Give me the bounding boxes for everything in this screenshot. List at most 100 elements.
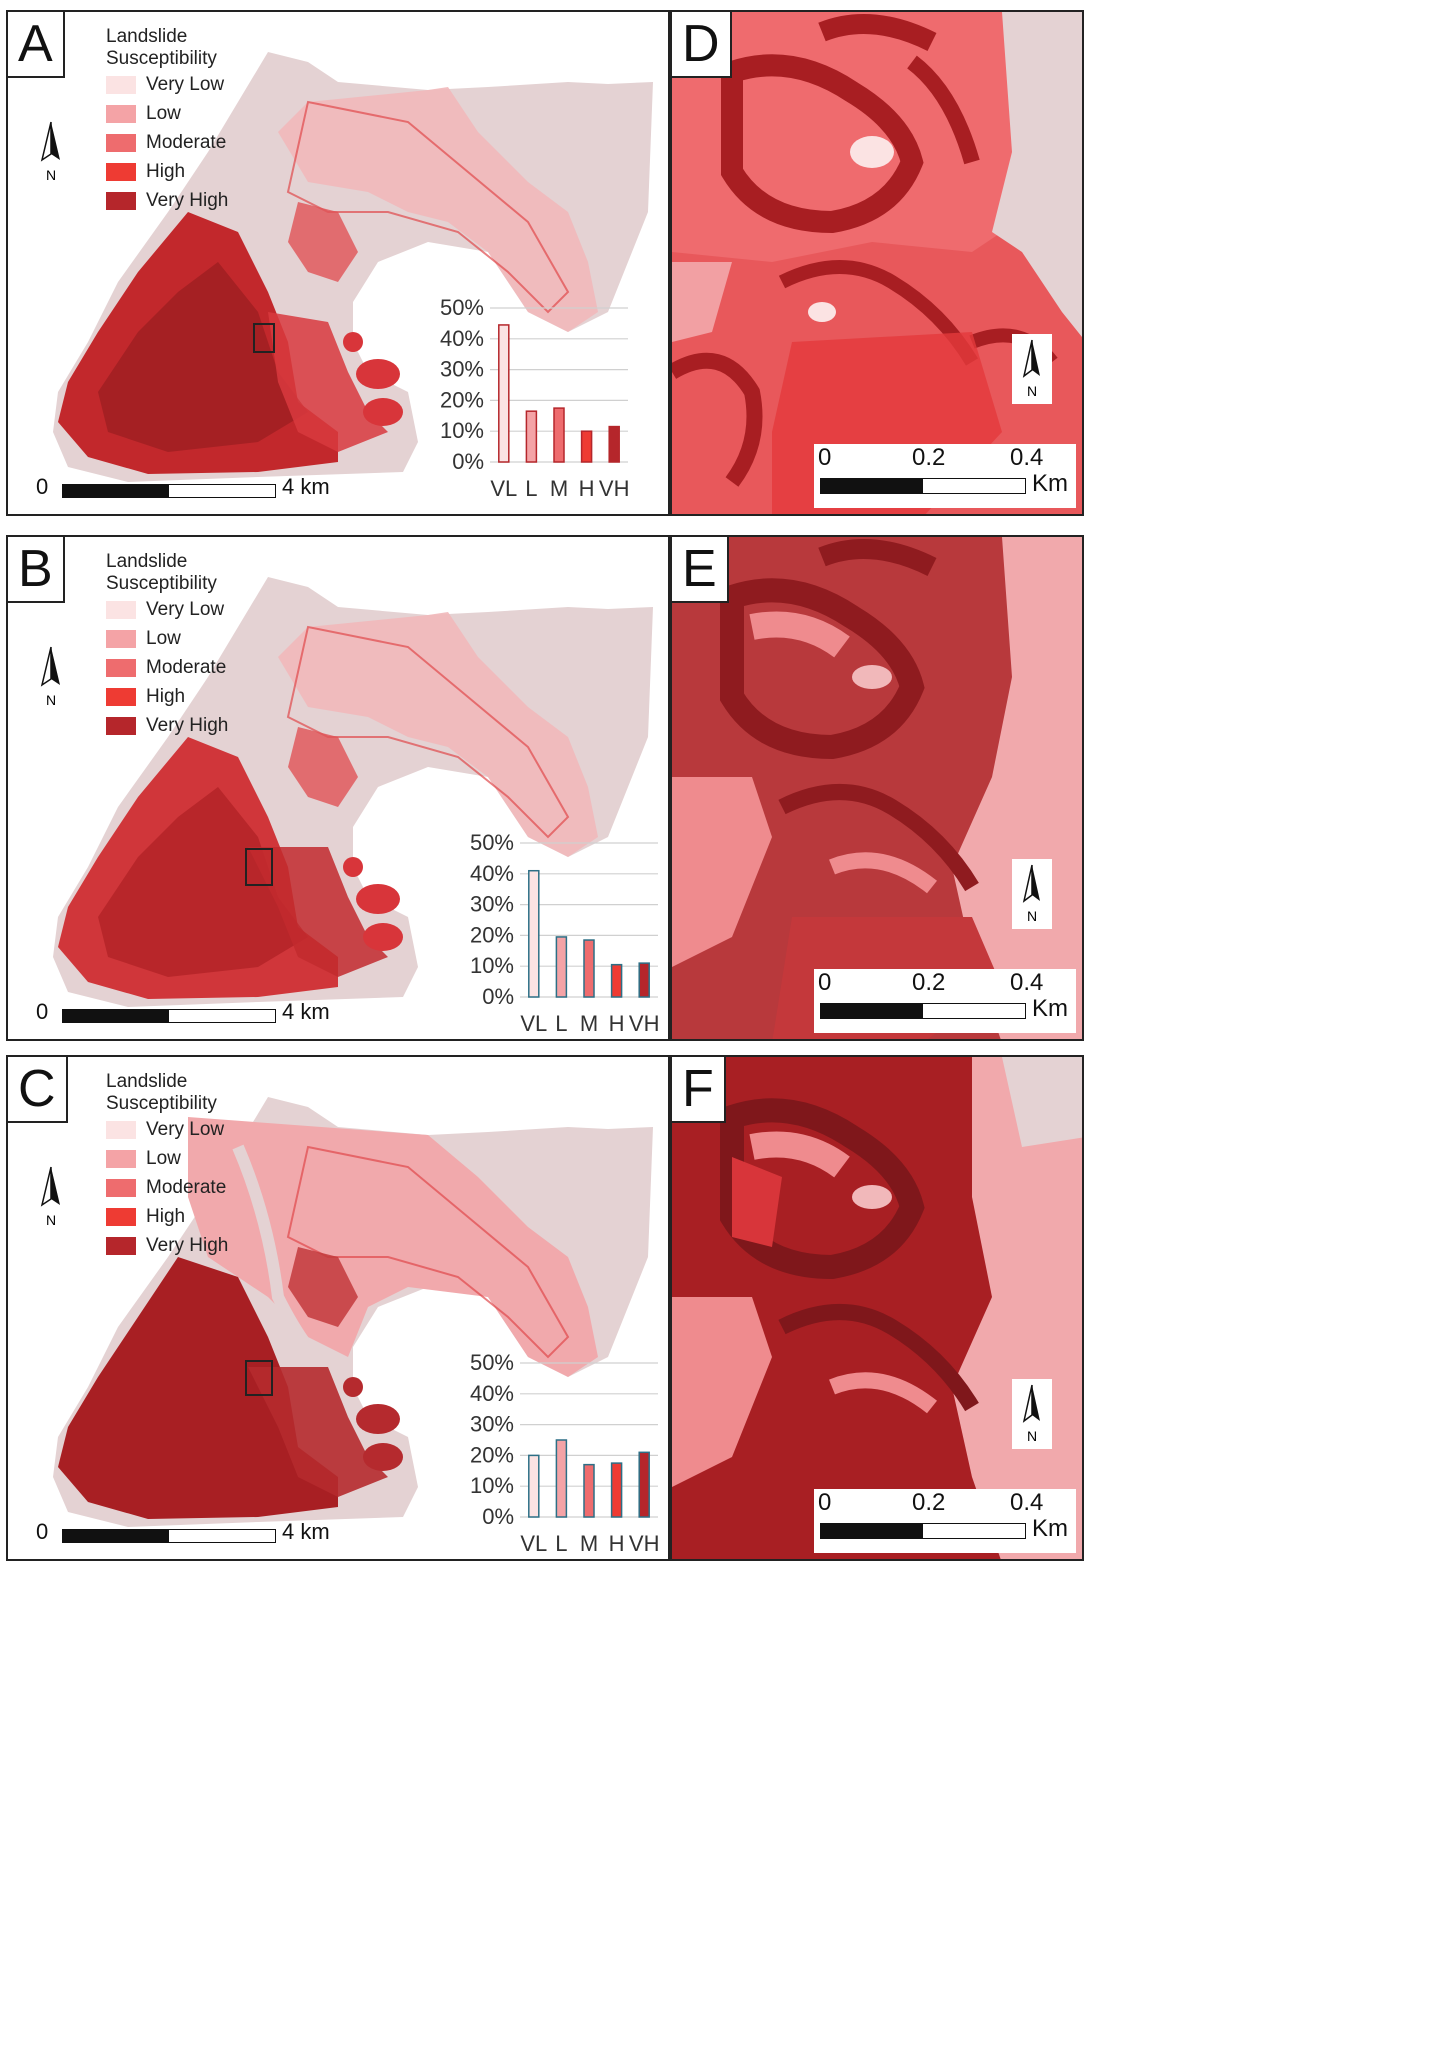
bar-m — [553, 407, 565, 463]
x-tick-label: VL — [520, 1531, 547, 1556]
y-tick-label: 40% — [470, 861, 514, 886]
legend-item-low: Low — [106, 624, 228, 653]
legend-item-low: Low — [106, 99, 228, 128]
y-tick-label: 30% — [470, 1412, 514, 1437]
bar-h — [610, 1462, 623, 1518]
svg-text:N: N — [1027, 1428, 1037, 1444]
panel-letter: E — [672, 537, 729, 603]
bar-vh — [638, 1451, 650, 1518]
y-tick-label: 40% — [470, 1381, 514, 1406]
zoom-panel-e: E N 0 0.2 0.4 Km — [670, 535, 1084, 1041]
bar-vl — [528, 1454, 540, 1518]
map-panel-a: A Landslide Susceptibility Very Low Low … — [6, 10, 670, 516]
y-tick-label: 50% — [470, 1350, 514, 1375]
legend-item-very-high: Very High — [106, 711, 228, 740]
y-tick-label: 0% — [452, 449, 484, 474]
susceptibility-map-c — [53, 1097, 653, 1527]
panel-letter: C — [8, 1057, 68, 1123]
y-tick-label: 10% — [440, 418, 484, 443]
y-tick-label: 50% — [470, 830, 514, 855]
legend-item-moderate: Moderate — [106, 1173, 228, 1202]
legend-item-high: High — [106, 682, 228, 711]
zoom-scale-bar: 0 0.2 0.4 Km — [814, 969, 1076, 1033]
bar-vl — [528, 869, 540, 998]
bar-m — [583, 1463, 595, 1518]
legend-item-very-low: Very Low — [106, 595, 228, 624]
bar-l — [555, 936, 568, 998]
zoom-map-e — [672, 537, 1082, 1039]
svg-text:N: N — [1027, 383, 1037, 399]
zoom-scale-bar: 0 0.2 0.4 Km — [814, 1489, 1076, 1553]
zoom-scale-bar: 0 0.2 0.4 Km — [814, 444, 1076, 508]
y-tick-label: 30% — [470, 892, 514, 917]
y-tick-label: 20% — [440, 387, 484, 412]
histogram-chart-a: 0% 10% 20% 30% 40% 50% VL L M H VH — [440, 295, 630, 501]
scale-unit: 4 km — [282, 474, 330, 499]
legend-item-very-high: Very High — [106, 1231, 228, 1260]
y-tick-label: 30% — [440, 357, 484, 382]
y-tick-label: 0% — [482, 984, 514, 1009]
north-arrow-icon: N — [40, 646, 60, 708]
north-arrow-icon: N — [1012, 334, 1052, 404]
bar-vh — [638, 962, 650, 998]
bar-h — [580, 430, 593, 463]
y-tick-label: 10% — [470, 1473, 514, 1498]
zoom-panel-f: F N 0 0.2 0.4 Km — [670, 1055, 1084, 1561]
legend-item-moderate: Moderate — [106, 128, 228, 157]
bar-vh — [608, 425, 620, 463]
y-tick-label: 0% — [482, 1504, 514, 1529]
x-tick-label: H — [579, 476, 595, 501]
x-tick-label: L — [555, 1011, 567, 1036]
histogram-chart-b: 0% 10% 20% 30% 40% 50% VL L M H VH — [470, 830, 660, 1036]
legend-item-very-low: Very Low — [106, 70, 228, 99]
map-legend: Landslide Susceptibility Very Low Low Mo… — [106, 551, 228, 740]
x-tick-label: M — [550, 476, 568, 501]
legend-item-moderate: Moderate — [106, 653, 228, 682]
north-label: N — [46, 167, 56, 183]
x-tick-label: M — [580, 1531, 598, 1556]
map-scale-bar: 0 4 km — [36, 1519, 330, 1544]
histogram-chart-c: 0% 10% 20% 30% 40% 50% VL L M H VH — [470, 1350, 660, 1556]
y-tick-label: 10% — [470, 953, 514, 978]
bar-m — [583, 939, 595, 998]
panel-letter: D — [672, 12, 732, 78]
zoom-map-d — [672, 12, 1082, 514]
panel-letter: A — [8, 12, 65, 78]
x-tick-label: VL — [490, 476, 517, 501]
bar-l — [555, 1439, 568, 1518]
x-tick-label: H — [609, 1531, 625, 1556]
zoom-panel-d: D N 0 0.2 0.4 Km — [670, 10, 1084, 516]
scale-zero: 0 — [36, 474, 49, 499]
x-tick-label: M — [580, 1011, 598, 1036]
map-scale-bar: 0 4 km — [36, 999, 330, 1024]
map-legend: Landslide Susceptibility Very Low Low Mo… — [106, 26, 228, 215]
susceptibility-map-a — [53, 52, 653, 482]
panel-letter: B — [8, 537, 65, 603]
north-arrow-icon: N — [40, 1166, 60, 1228]
bar-vl — [498, 324, 510, 463]
x-tick-label: VL — [520, 1011, 547, 1036]
svg-text:N: N — [1027, 908, 1037, 924]
bar-l — [525, 410, 538, 463]
x-tick-label: L — [525, 476, 537, 501]
svg-text:N: N — [46, 1212, 56, 1228]
y-tick-label: 40% — [440, 326, 484, 351]
x-tick-label: L — [555, 1531, 567, 1556]
y-tick-label: 20% — [470, 922, 514, 947]
x-tick-label: VH — [629, 1011, 660, 1036]
legend-title-line2: Susceptibility — [106, 48, 217, 69]
north-arrow-icon: N — [40, 121, 60, 183]
y-tick-label: 20% — [470, 1442, 514, 1467]
north-arrow-icon: N — [1012, 1379, 1052, 1449]
x-tick-label: H — [609, 1011, 625, 1036]
panel-letter: F — [672, 1057, 726, 1123]
map-panel-b: B Landslide Susceptibility Very Low Low … — [6, 535, 670, 1041]
map-panel-c: C Landslide Susceptibility Very Low Low … — [6, 1055, 670, 1561]
susceptibility-map-b — [53, 577, 653, 1007]
bar-h — [610, 963, 623, 998]
legend-item-very-low: Very Low — [106, 1115, 228, 1144]
zoom-map-f — [672, 1057, 1082, 1559]
map-legend: Landslide Susceptibility Very Low Low Mo… — [106, 1071, 228, 1260]
north-arrow-icon: N — [1012, 859, 1052, 929]
legend-title-line1: Landslide — [106, 26, 188, 47]
